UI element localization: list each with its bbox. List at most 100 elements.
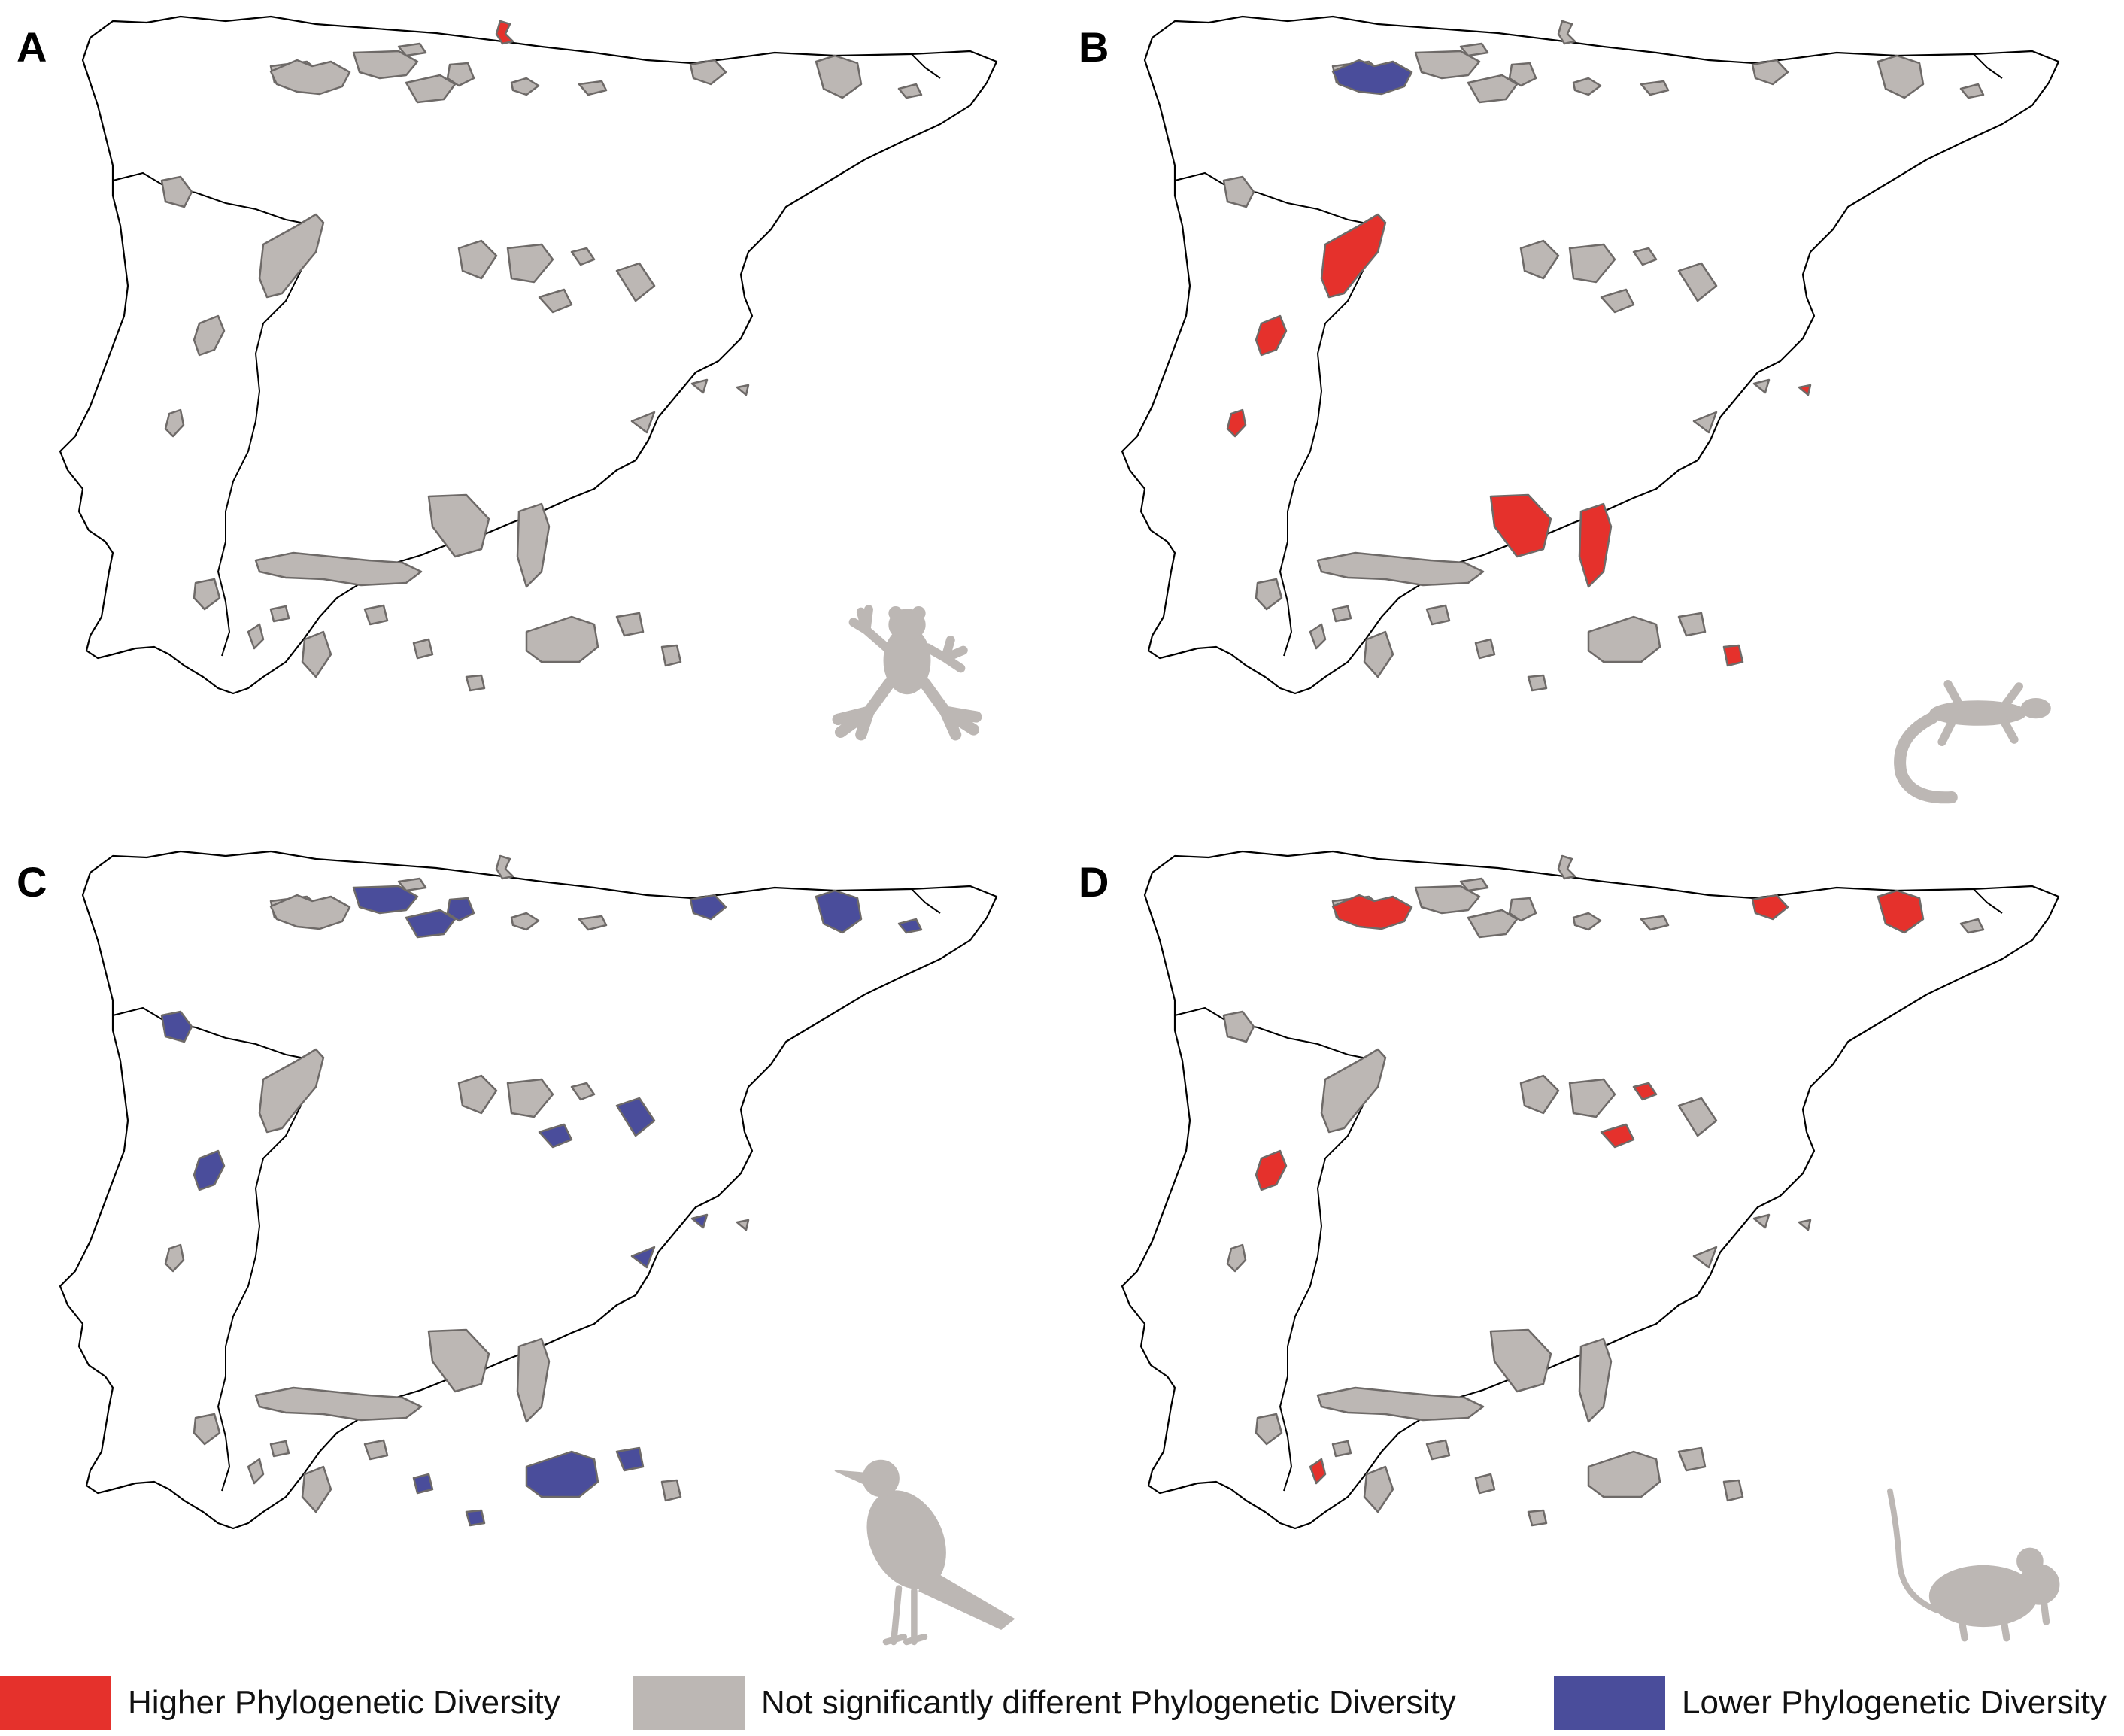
country-border [911, 53, 941, 79]
protected-area-neutral [457, 239, 498, 280]
protected-area-higher [495, 20, 514, 45]
protected-area-neutral [615, 262, 656, 302]
iberia-map [1121, 850, 2060, 1642]
protected-area-neutral [269, 59, 351, 96]
protected-area-lower [1331, 59, 1413, 96]
protected-area-neutral [510, 77, 540, 96]
protected-area-neutral [578, 80, 608, 96]
protected-area-neutral [164, 408, 185, 438]
protected-area-neutral [689, 59, 727, 86]
protected-area-higher [1320, 213, 1387, 299]
protected-area-neutral [269, 1440, 290, 1458]
protected-area-lower [615, 1097, 656, 1137]
protected-area-neutral [1752, 1213, 1771, 1229]
country-border [112, 171, 317, 657]
protected-area-neutral [1692, 1246, 1718, 1269]
iberia-map [59, 15, 998, 741]
protected-area-neutral [1508, 62, 1537, 87]
protected-area-neutral [397, 42, 427, 57]
iberia-map [59, 850, 1015, 1646]
protected-area-higher [1226, 408, 1247, 438]
map-panel-a: A [0, 0, 1062, 835]
protected-area-neutral [1587, 1450, 1661, 1498]
protected-area-neutral [1519, 1074, 1560, 1115]
protected-area-neutral [538, 288, 573, 314]
protected-area-neutral [1798, 1219, 1812, 1231]
protected-area-neutral [1222, 175, 1255, 208]
country-border [112, 1006, 317, 1492]
protected-area-neutral [570, 247, 596, 266]
protected-area-higher [1331, 894, 1413, 930]
lizard-icon [1894, 679, 2051, 804]
protected-area-neutral [1425, 604, 1451, 626]
protected-area-lower [815, 889, 863, 934]
protected-area-neutral [570, 1082, 596, 1101]
protected-area-neutral [1578, 1337, 1613, 1423]
protected-area-neutral [258, 213, 325, 299]
protected-area-neutral [495, 854, 514, 880]
protected-area-neutral [1459, 42, 1489, 57]
legend-item-lower: Lower Phylogenetic Diversity [1554, 1676, 2107, 1730]
protected-area-neutral [1677, 262, 1718, 302]
protected-area-neutral [193, 314, 226, 357]
map-panel-b: B [1062, 0, 2124, 835]
protected-area-neutral [1474, 1473, 1496, 1495]
protected-area-neutral [1557, 20, 1576, 45]
country-border [1973, 888, 2003, 914]
legend-swatch-lower [1554, 1676, 1665, 1730]
country-border [1174, 171, 1379, 657]
protected-area-neutral [1425, 1439, 1451, 1461]
protected-area-neutral [1519, 239, 1560, 280]
protected-area-neutral [1527, 674, 1548, 692]
protected-area-neutral [1568, 1078, 1616, 1118]
protected-area-neutral [1414, 885, 1481, 915]
protected-area-neutral [193, 578, 221, 611]
protected-area-neutral [254, 1386, 423, 1422]
protected-area-lower [630, 1246, 656, 1269]
protected-area-neutral [1692, 411, 1718, 434]
protected-area-neutral [1363, 630, 1394, 678]
protected-area-higher [1798, 384, 1812, 396]
country-border [1174, 1006, 1379, 1492]
panel-label: B [1079, 23, 1109, 71]
protected-area-neutral [405, 74, 457, 104]
protected-area-lower [352, 885, 419, 915]
protected-area-neutral [1414, 50, 1481, 80]
protected-area-neutral [193, 1413, 221, 1446]
protected-area-neutral [1527, 1509, 1548, 1527]
protected-area-lower [525, 1450, 599, 1498]
protected-area-neutral [506, 1078, 554, 1118]
protected-area-neutral [1474, 638, 1496, 660]
protected-area-neutral [247, 623, 265, 650]
map-panel-d: D [1062, 835, 2124, 1670]
protected-area-neutral [247, 1458, 265, 1485]
protected-area-neutral [1316, 1386, 1485, 1422]
protected-area-neutral [1959, 83, 1985, 99]
protected-area-neutral [736, 384, 750, 396]
protected-area-neutral [1632, 247, 1658, 266]
frog-icon [832, 605, 982, 741]
protected-area-lower [689, 894, 727, 921]
legend-label-lower: Lower Phylogenetic Diversity [1682, 1684, 2107, 1721]
protected-area-neutral [1677, 612, 1707, 637]
panel-label: C [17, 858, 47, 906]
protected-area-lower [690, 1213, 709, 1229]
protected-area-neutral [352, 50, 419, 80]
protected-area-neutral [1752, 378, 1771, 394]
protected-area-lower [446, 897, 475, 922]
protected-area-neutral [660, 1479, 682, 1502]
protected-area-lower [412, 1473, 434, 1495]
protected-area-neutral [446, 62, 475, 87]
protected-area-higher [1632, 1082, 1658, 1101]
protected-area-neutral [412, 638, 434, 660]
mouse-icon [1887, 1488, 2060, 1642]
protected-area-higher [1309, 1458, 1327, 1485]
protected-area-neutral [301, 630, 332, 678]
legend-label-higher: Higher Phylogenetic Diversity [128, 1684, 560, 1721]
protected-area-neutral [1572, 77, 1602, 96]
protected-area-neutral [1722, 1479, 1744, 1502]
protected-area-neutral [1316, 551, 1485, 587]
protected-area-higher [1751, 894, 1789, 921]
protected-area-neutral [1459, 877, 1489, 892]
protected-area-neutral [1309, 623, 1327, 650]
